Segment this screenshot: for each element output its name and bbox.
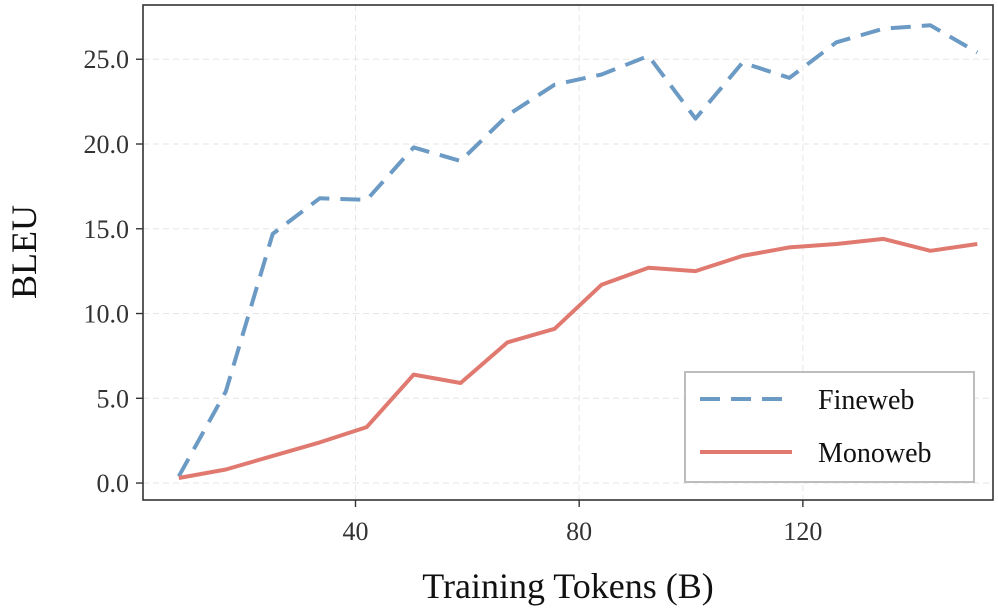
x-tick-label: 120 [783, 517, 822, 546]
series-line-monoweb [178, 236, 978, 480]
ticks: 0.0 5.0 10.0 15.0 20.0 25.0 40 80 120 [84, 45, 823, 546]
x-tick-label: 40 [343, 517, 369, 546]
legend-box [684, 371, 975, 483]
x-tick-label: 80 [566, 517, 592, 546]
series-layer [177, 23, 979, 480]
y-tick-label: 10.0 [84, 300, 130, 329]
y-tick-label: 5.0 [97, 384, 130, 413]
legend-label-fineweb: Fineweb [818, 385, 914, 416]
legend-label-monoweb: Monoweb [818, 438, 932, 469]
plot-frame [142, 4, 994, 501]
series-line-fineweb [177, 23, 979, 478]
legend: Fineweb Monoweb [684, 371, 975, 483]
y-axis-label: BLEU [4, 205, 44, 299]
y-tick-label: 15.0 [84, 215, 130, 244]
grid [143, 5, 993, 500]
x-axis-label: Training Tokens (B) [422, 566, 714, 606]
y-tick-label: 20.0 [84, 130, 130, 159]
y-tick-label: 0.0 [97, 469, 130, 498]
y-tick-label: 25.0 [84, 45, 130, 74]
